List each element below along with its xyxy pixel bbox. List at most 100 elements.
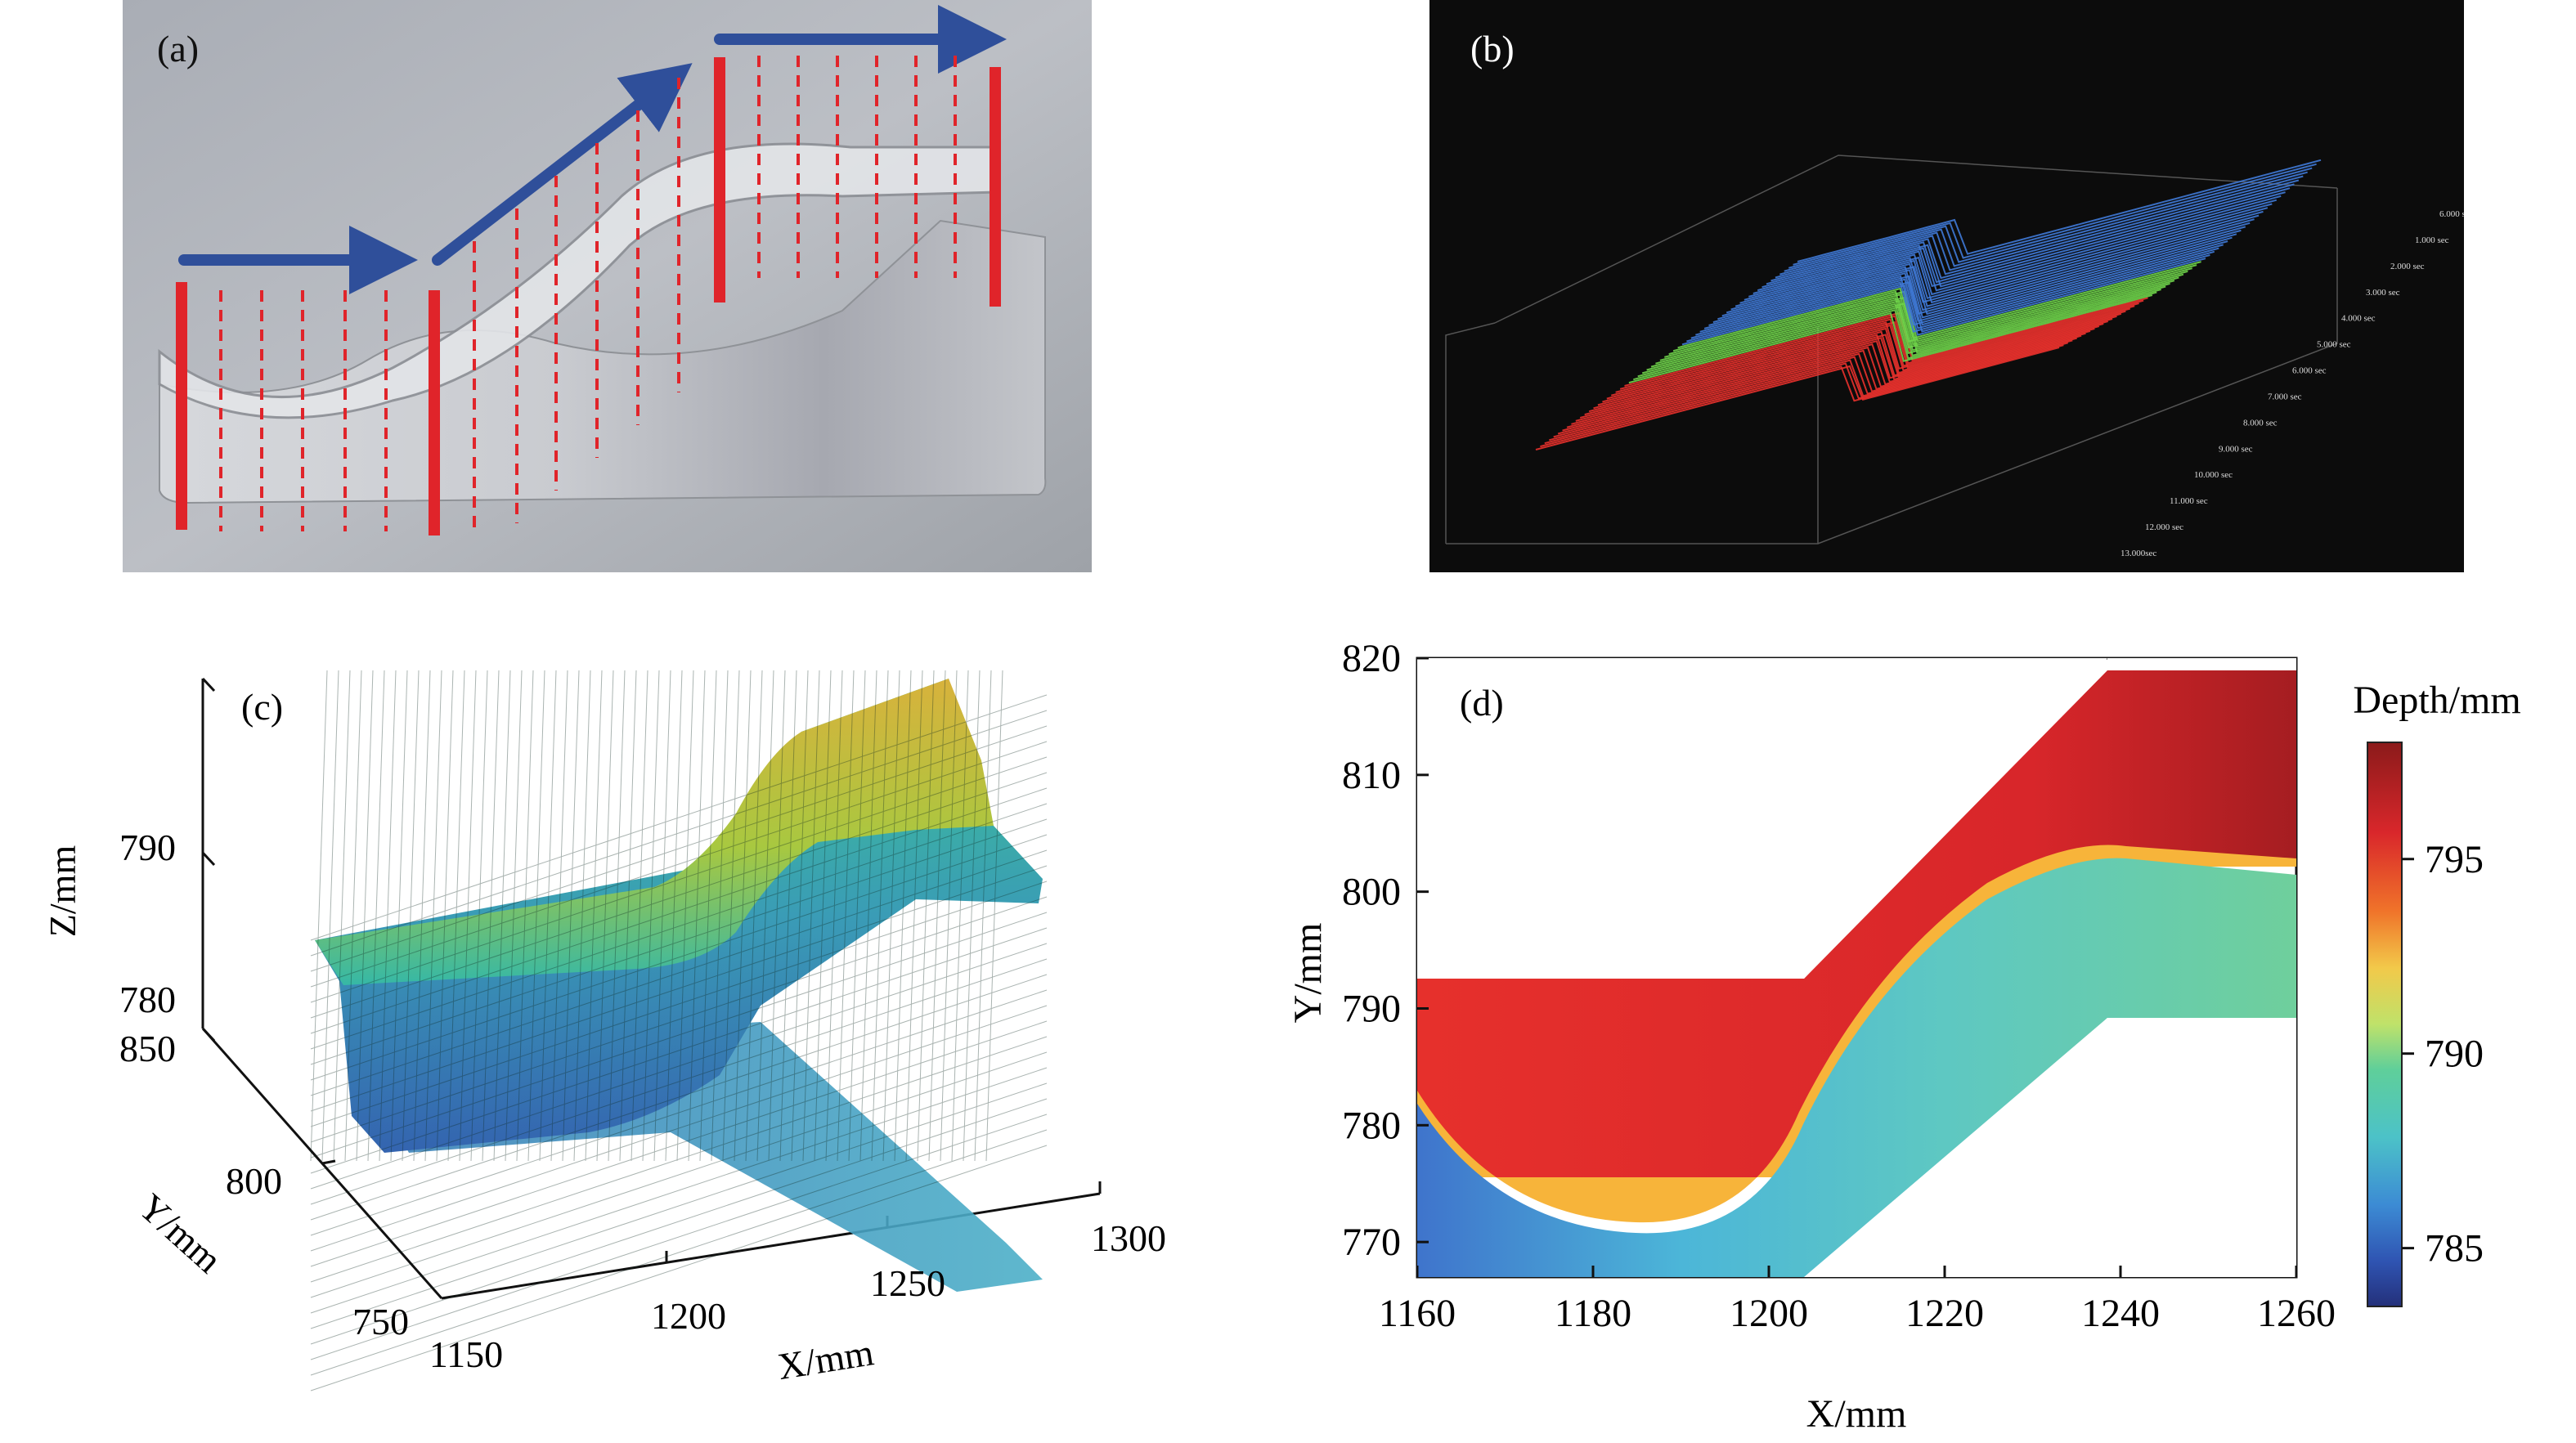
scan-profile-line — [1668, 267, 2192, 356]
y-tick-label: 770 — [1342, 1221, 1401, 1264]
scan-profile-line — [1797, 159, 2322, 262]
x-tick-label: 1160 — [1379, 1292, 1456, 1335]
heatmap-ticks — [1416, 657, 2298, 1277]
tool-path-arrows — [178, 5, 1007, 294]
x-tick-label: 1180 — [1555, 1292, 1631, 1335]
scan-time-label: 6.000 sec — [2439, 209, 2464, 219]
scan-profile-line — [1650, 280, 2175, 368]
colorbar — [2367, 742, 2403, 1307]
x-tick-1300: 1300 — [1091, 1217, 1166, 1259]
scan-time-label: 9.000 sec — [2219, 444, 2253, 454]
panel-b-scan: 6.000 sec 1.000 sec 2.000 sec 3.000 sec 4.00… — [1429, 0, 2464, 572]
colorbar-title: Depth/mm — [2353, 679, 2520, 722]
heatmap-tick-labels: 1160 1180 1200 1220 1240 1260 770 780 790 800 810 8… — [1342, 637, 2336, 1335]
scan-profile-line — [1761, 191, 2286, 289]
scan-profile-line — [1624, 297, 2148, 387]
surface-axes — [201, 677, 1102, 1300]
scan-time-label: 13.000sec — [2120, 549, 2156, 558]
scan-time-labels: 6.000 sec 1.000 sec 2.000 sec 3.000 sec 4.00… — [2120, 209, 2464, 558]
scan-background — [1429, 0, 2464, 572]
scan-profile-line — [1597, 312, 2122, 406]
scan-time-label: 4.000 sec — [2341, 314, 2376, 324]
scan-profile-line — [1703, 240, 2228, 329]
d-y-axis-label: Y/mm — [1286, 923, 1330, 1024]
scan-profile-line — [1540, 344, 2064, 448]
scan-time-label: 5.000 sec — [2317, 340, 2351, 350]
scan-profile-line — [1610, 305, 2135, 397]
scan-profile-line — [1752, 199, 2278, 294]
z-tick-790: 790 — [119, 827, 176, 868]
scan-profile-line — [1571, 328, 2095, 425]
scan-profile-line — [1535, 347, 2060, 450]
scan-profile-line — [1566, 329, 2091, 428]
y-axis-label: Y/mm — [131, 1185, 231, 1281]
scan-profile-line — [1739, 210, 2264, 304]
scan-profile-line — [1793, 163, 2317, 266]
scan-profile-line — [1584, 320, 2108, 416]
scan-profile-line — [1717, 229, 2242, 320]
colorbar-tick-label: 790 — [2425, 1033, 2484, 1076]
scan-time-label: 3.000 sec — [2366, 288, 2400, 298]
scan-profile-line — [1588, 318, 2113, 413]
scan-profile-line — [1655, 276, 2179, 365]
scan-profile-line — [1553, 337, 2077, 438]
scan-profile-lines — [1535, 159, 2322, 450]
scan-profile-line — [1708, 236, 2233, 326]
panel-a-label: (a) — [157, 28, 199, 69]
surface-mesh — [310, 670, 1048, 1391]
z-tick-780: 780 — [119, 979, 176, 1020]
panel-c-label: (c) — [241, 686, 283, 728]
x-tick-label: 1200 — [1730, 1292, 1808, 1335]
scan-profile-line — [1735, 214, 2260, 307]
scan-profile-line — [1562, 332, 2086, 432]
scan-time-label: 10.000 sec — [2194, 470, 2233, 480]
scan-profile-line — [1619, 299, 2144, 390]
y-tick-label: 800 — [1342, 871, 1401, 914]
scan-profile-line — [1575, 325, 2100, 422]
scan-profile-line — [1628, 294, 2153, 384]
scan-profile-line — [1606, 307, 2131, 400]
x-tick-1250: 1250 — [870, 1262, 945, 1304]
scan-time-label: 12.000 sec — [2145, 522, 2183, 532]
scan-profile-line — [1615, 302, 2139, 393]
y-tick-750: 750 — [352, 1301, 409, 1342]
scan-profile-line — [1699, 244, 2224, 333]
scan-profile-line — [1726, 222, 2251, 314]
scan-profile-line — [1659, 273, 2184, 361]
x-axis-label: X/mm — [775, 1331, 877, 1387]
scan-profile-line — [1712, 233, 2237, 324]
y-tick-label: 780 — [1342, 1104, 1401, 1147]
y-tick-850: 850 — [119, 1028, 176, 1069]
scan-profile-line — [1557, 334, 2082, 435]
scan-profile-line — [1593, 315, 2117, 410]
scan-profile-line — [1677, 261, 2201, 349]
panel-d-heatmap: 1160 1180 1200 1220 1240 1260 770 780 790 800 810 8… — [1286, 637, 2521, 1436]
x-tick-label: 1240 — [2081, 1292, 2160, 1335]
scan-profile-line — [1602, 310, 2126, 403]
scan-profile-line — [1788, 167, 2313, 269]
scan-profile-line — [1695, 247, 2219, 336]
scan-profile-line — [1757, 195, 2282, 292]
colorbar-tick-label: 795 — [2425, 838, 2484, 881]
workpiece-plate — [159, 219, 1047, 504]
scan-profile-line — [1775, 179, 2300, 279]
scan-profile-line — [1579, 323, 2104, 419]
scan-profile-line — [1784, 171, 2308, 272]
scan-profile-line — [1686, 254, 2210, 343]
y-tick-label: 810 — [1342, 754, 1401, 797]
panel-d-label: (d) — [1460, 682, 1504, 724]
scan-lines — [219, 56, 957, 531]
scan-profile-line — [1748, 203, 2273, 298]
scan-profile-line — [1549, 339, 2073, 441]
y-tick-label: 790 — [1342, 987, 1401, 1030]
x-tick-label: 1260 — [2257, 1292, 2336, 1335]
scan-boundaries — [176, 57, 1001, 536]
scan-profile-line — [1672, 264, 2197, 352]
scan-profile-line — [1544, 342, 2069, 445]
x-tick-1200: 1200 — [651, 1295, 726, 1337]
y-tick-800: 800 — [226, 1160, 282, 1202]
panel-b-label: (b) — [1470, 28, 1515, 69]
scan-time-label: 7.000 sec — [2268, 392, 2302, 401]
x-tick-label: 1220 — [1905, 1292, 1984, 1335]
scan-profile-line — [1681, 258, 2206, 346]
